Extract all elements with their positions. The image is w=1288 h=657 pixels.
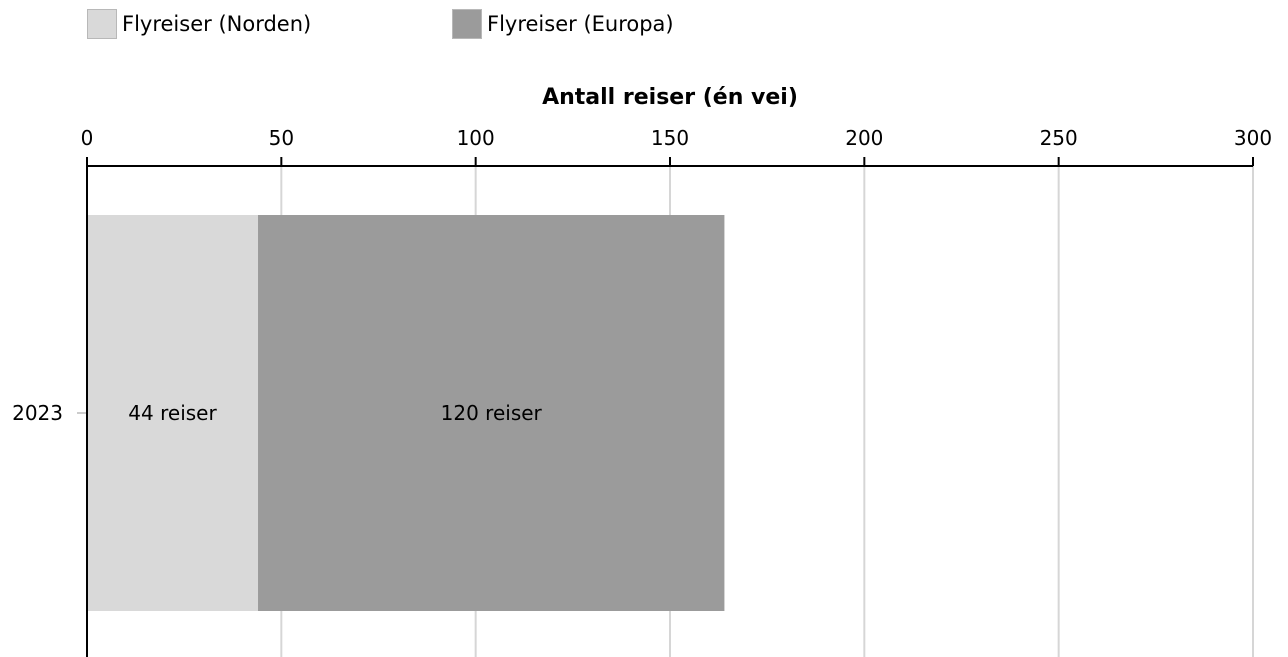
bar-2023-series-1[interactable] [258, 215, 725, 611]
legend-swatch-europa [452, 9, 482, 39]
x-tick-label-0: 0 [81, 126, 94, 150]
legend-item-norden[interactable]: Flyreiser (Norden) [87, 7, 311, 41]
y-tick-label-2023: 2023 [12, 401, 63, 425]
bar-2023-series-0[interactable] [87, 215, 259, 611]
x-tick-label-50: 50 [269, 126, 294, 150]
legend-swatch-norden [87, 9, 117, 39]
legend-item-europa[interactable]: Flyreiser (Europa) [452, 7, 674, 41]
x-tick-label-250: 250 [1040, 126, 1078, 150]
legend-label-norden: Flyreiser (Norden) [122, 12, 312, 36]
x-axis-title: Antall reiser (én vei) [542, 85, 798, 110]
x-tick-label-300: 300 [1234, 126, 1272, 150]
x-tick-label-150: 150 [651, 126, 689, 150]
data-label-series-1: 120 reiser [441, 401, 543, 425]
legend-label-europa: Flyreiser (Europa) [487, 12, 674, 36]
x-tick-label-100: 100 [457, 126, 495, 150]
axes: 2023 0 50 100 150 200 250 300 [12, 126, 1272, 657]
x-tick-label-200: 200 [845, 126, 883, 150]
bars: 44 reiser 120 reiser [87, 215, 725, 611]
data-label-series-0: 44 reiser [128, 401, 217, 425]
